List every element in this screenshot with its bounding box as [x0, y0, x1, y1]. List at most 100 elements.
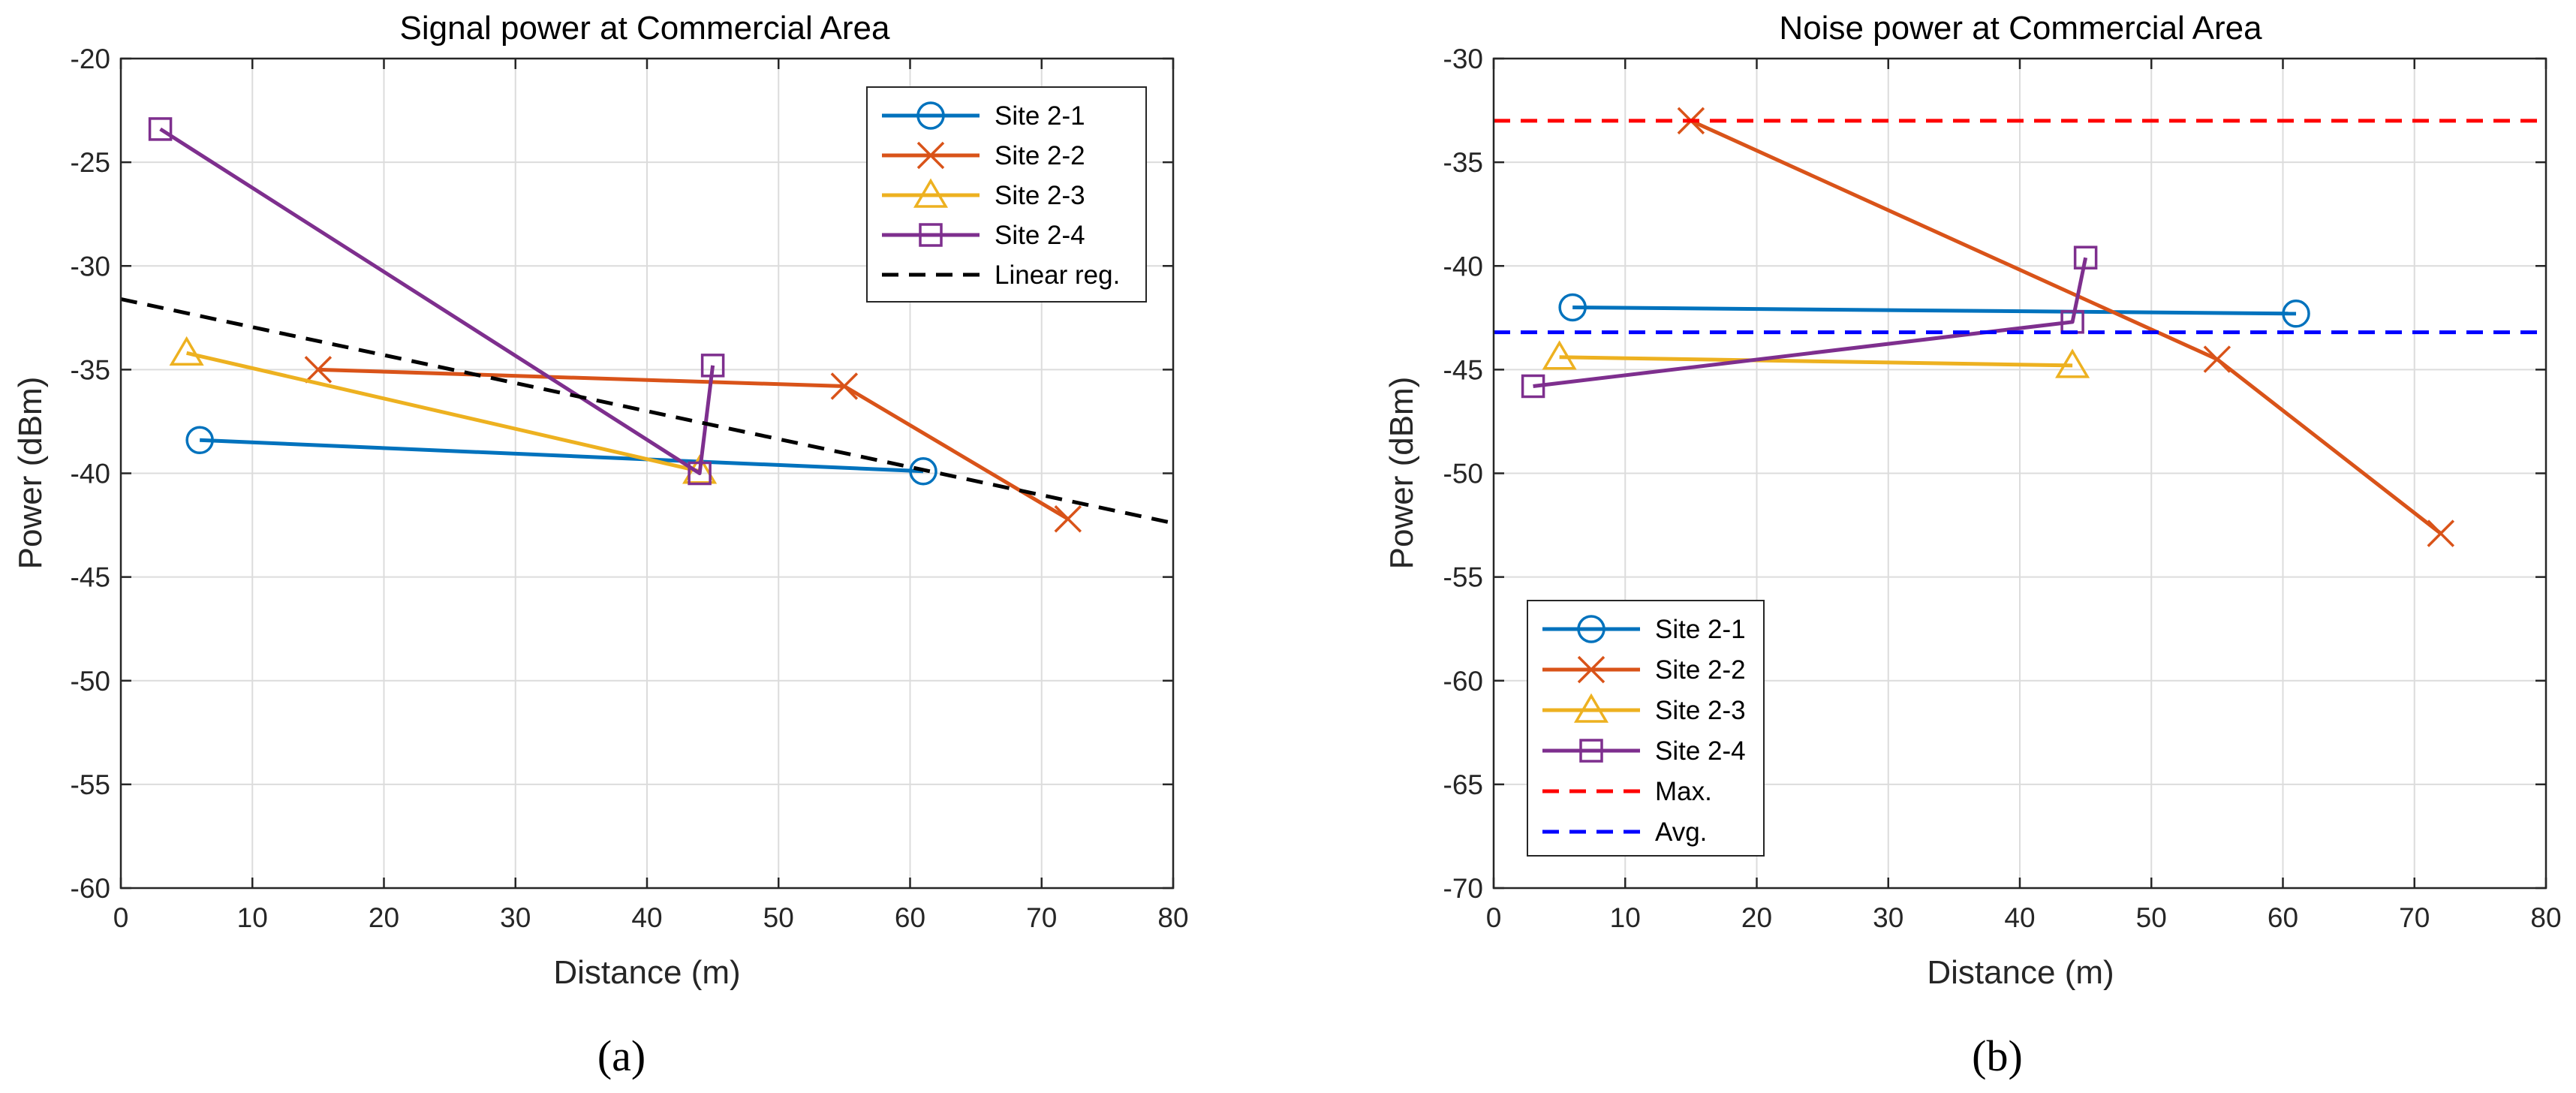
x-tick-label: 80 — [2530, 902, 2561, 933]
legend-box — [1527, 600, 1765, 857]
data-point — [909, 456, 937, 486]
legend-entry-site-2-1: Site 2-1 — [1542, 615, 1746, 644]
y-tick-label: -55 — [1443, 562, 1483, 593]
series-line — [200, 438, 924, 474]
y-tick-label: -60 — [1443, 666, 1483, 697]
x-tick-label: 60 — [895, 902, 925, 933]
legend-label: Site 2-3 — [995, 181, 1085, 210]
y-tick-label: -35 — [71, 354, 110, 385]
x-tick-label: 0 — [1486, 902, 1502, 933]
legend-label: Avg. — [1655, 817, 1707, 847]
legend-entry-site-2-1: Site 2-1 — [882, 101, 1085, 131]
x-tick-label: 60 — [2268, 902, 2298, 933]
legend-label: Site 2-2 — [995, 141, 1085, 170]
legend: Site 2-1 Site 2-2 Site 2-3 Site 2-4 Linear r… — [866, 86, 1147, 303]
series-line — [120, 297, 1174, 525]
data-point — [185, 426, 214, 455]
legend-marker — [1573, 693, 1609, 723]
x-tick-label: 30 — [500, 902, 531, 933]
legend-marker — [1577, 655, 1605, 684]
y-tick-label: -45 — [1443, 354, 1483, 385]
x-tick-label: 50 — [763, 902, 794, 933]
y-tick-label: -40 — [1443, 251, 1483, 282]
chart-noise-power: Noise power at Commercial Area 0 10 20 30 40… — [1383, 10, 2562, 1080]
series-site-2-4 — [148, 117, 725, 486]
y-tick-label: -25 — [71, 147, 110, 178]
series-line — [1533, 257, 2088, 388]
y-tick-label: -70 — [1443, 873, 1483, 904]
axis-ticks: 0 10 20 30 40 50 60 70 80 -70 -65 -60 -55 -50 -45 -40 -3… — [1443, 44, 2562, 933]
data-point — [1542, 340, 1577, 370]
y-tick-label: -40 — [71, 459, 110, 489]
x-tick-label: 70 — [2399, 902, 2430, 933]
y-tick-label: -30 — [1443, 44, 1483, 74]
series-site-2-3 — [1542, 340, 2090, 378]
legend-label: Site 2-2 — [1655, 655, 1746, 685]
x-tick-label: 0 — [113, 902, 129, 933]
data-point — [2203, 345, 2231, 373]
x-tick-label: 30 — [1873, 902, 1903, 933]
series-linear-reg — [120, 297, 1174, 525]
x-tick-label: 50 — [2136, 902, 2167, 933]
legend-marker — [1577, 615, 1605, 643]
legend-label: Max. — [1655, 777, 1712, 806]
legend-entry-site-2-4: Site 2-4 — [1542, 736, 1746, 766]
plot-area — [1494, 107, 2546, 547]
y-tick-label: -30 — [71, 251, 110, 282]
legend: Site 2-1 Site 2-2 Site 2-3 Site 2-4 Max. Avg. — [1527, 600, 1765, 857]
data-point — [148, 117, 173, 141]
y-tick-label: -65 — [1443, 769, 1483, 800]
y-tick-label: -20 — [71, 44, 110, 74]
x-axis-label: Distance (m) — [553, 954, 740, 991]
series-site-2-1 — [185, 426, 937, 486]
x-tick-label: 70 — [1026, 902, 1057, 933]
legend-label: Linear reg. — [995, 260, 1120, 290]
x-tick-label: 40 — [2004, 902, 2035, 933]
series-site-2-4 — [1521, 245, 2098, 399]
data-point — [2073, 245, 2098, 269]
series-line — [159, 127, 715, 475]
legend-entry-site-2-3: Site 2-3 — [1542, 693, 1746, 725]
x-tick-label: 20 — [369, 902, 399, 933]
series-line — [1690, 119, 2442, 535]
axis-ticks: 0 10 20 30 40 50 60 70 80 -60 -55 -50 -45 -40 -35 -30 -2… — [71, 44, 1189, 933]
y-tick-label: -60 — [71, 873, 110, 904]
y-tick-label: -55 — [71, 769, 110, 800]
data-point — [830, 372, 859, 400]
x-tick-label: 80 — [1157, 902, 1188, 933]
data-point — [2282, 300, 2310, 328]
series-line — [1559, 355, 2073, 368]
data-point — [1521, 374, 1545, 399]
legend-marker — [916, 141, 945, 170]
data-point — [2427, 519, 2455, 547]
data-point — [169, 336, 204, 366]
chart-signal-power: Signal power at Commercial Area 0 10 20 30 4… — [12, 10, 1189, 1080]
panel-label: (b) — [1972, 1031, 2023, 1080]
legend-label: Site 2-4 — [1655, 736, 1746, 766]
data-point — [2055, 348, 2090, 378]
legend-label: Site 2-3 — [1655, 696, 1746, 725]
chart-title: Signal power at Commercial Area — [400, 10, 890, 47]
x-axis-label: Distance (m) — [1927, 954, 2114, 991]
legend-entry-site-2-2: Site 2-2 — [882, 141, 1085, 170]
legend-label: Site 2-1 — [1655, 615, 1746, 644]
x-tick-label: 20 — [1741, 902, 1772, 933]
y-tick-label: -45 — [71, 562, 110, 593]
series-site-2-1 — [1558, 293, 2310, 328]
data-point — [688, 461, 712, 486]
x-tick-label: 10 — [1610, 902, 1641, 933]
series-line — [186, 351, 700, 474]
data-point — [1054, 505, 1082, 533]
plot-area — [120, 117, 1174, 533]
data-point — [1558, 293, 1587, 322]
series-site-2-2 — [304, 356, 1082, 533]
legend-entry-max: Max. — [1542, 777, 1712, 806]
data-point — [700, 354, 725, 378]
legend-entry-site-2-3: Site 2-3 — [882, 178, 1085, 210]
x-tick-label: 10 — [237, 902, 268, 933]
panel-label: (a) — [597, 1031, 646, 1080]
data-point — [304, 356, 333, 384]
y-tick-label: -50 — [1443, 459, 1483, 489]
y-tick-label: -35 — [1443, 147, 1483, 178]
